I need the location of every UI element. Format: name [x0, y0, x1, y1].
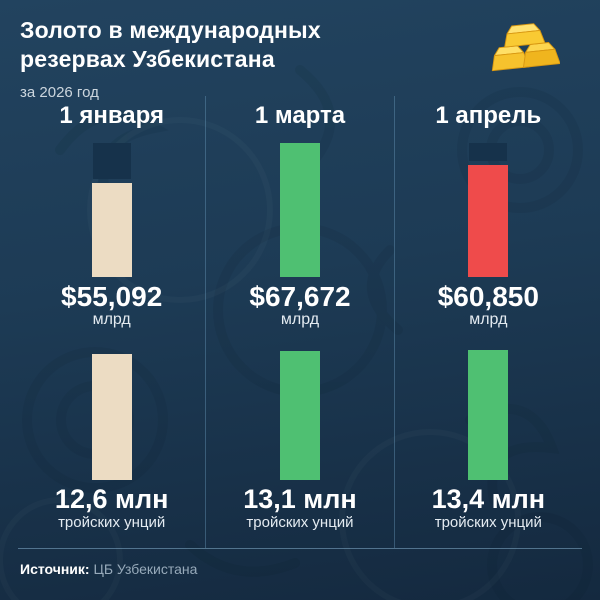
page-title-line1: Золото в международных [20, 17, 321, 43]
usd-bar-cap [92, 143, 131, 179]
header: Золото в международных резервах Узбекист… [20, 16, 500, 101]
oz-unit-label: тройских унций [58, 514, 166, 531]
oz-bar-zone [206, 350, 393, 480]
usd-bar [279, 143, 320, 277]
footer-divider [18, 548, 582, 549]
usd-unit-label: млрд [280, 311, 320, 328]
usd-value: $55,092 [61, 281, 163, 312]
gold-bars-icon [491, 23, 560, 72]
date-label: 1 марта [254, 102, 346, 129]
oz-value: 13,4 млн [431, 484, 546, 514]
date-label: 1 января [59, 102, 164, 129]
usd-value: $60,850 [437, 281, 539, 312]
oz-unit-label: тройских унций [246, 514, 354, 531]
page-subtitle: за 2026 год [20, 83, 99, 101]
source-line: Источник: ЦБ Узбекистана [20, 560, 197, 578]
column-january: 1 января $55,092 млрд 12,6 млн тройских … [18, 96, 205, 548]
page-title: Золото в международных резервах Узбекист… [20, 16, 500, 75]
oz-bar [91, 354, 132, 480]
oz-unit-label: тройских унций [434, 514, 542, 531]
columns-grid: 1 января $55,092 млрд 12,6 млн тройских … [18, 96, 582, 548]
usd-bar [91, 183, 132, 277]
oz-value: 12,6 млн [54, 484, 169, 514]
source-label: Источник: [20, 561, 90, 577]
usd-bar-zone [18, 143, 205, 277]
usd-bar-cap [469, 143, 508, 161]
oz-value: 13,1 млн [243, 484, 357, 514]
usd-bar-zone [206, 143, 393, 277]
source-value: ЦБ Узбекистана [93, 561, 198, 577]
oz-bar [279, 351, 320, 480]
oz-bar [468, 350, 509, 480]
oz-bar-zone [18, 350, 205, 480]
page-title-line2: резервах Узбекистана [20, 46, 275, 73]
oz-bar-zone [395, 350, 582, 480]
column-march: 1 марта $67,672 млрд 13,1 млн тройских у… [205, 96, 393, 548]
usd-value: $67,672 [249, 281, 351, 312]
usd-bar [468, 165, 509, 277]
usd-unit-label: млрд [469, 311, 508, 328]
usd-bar-zone [395, 143, 582, 277]
usd-unit-label: млрд [92, 311, 131, 328]
date-label: 1 апрель [435, 102, 542, 129]
column-april: 1 апрель $60,850 млрд 13,4 млн тройских … [393, 96, 582, 548]
